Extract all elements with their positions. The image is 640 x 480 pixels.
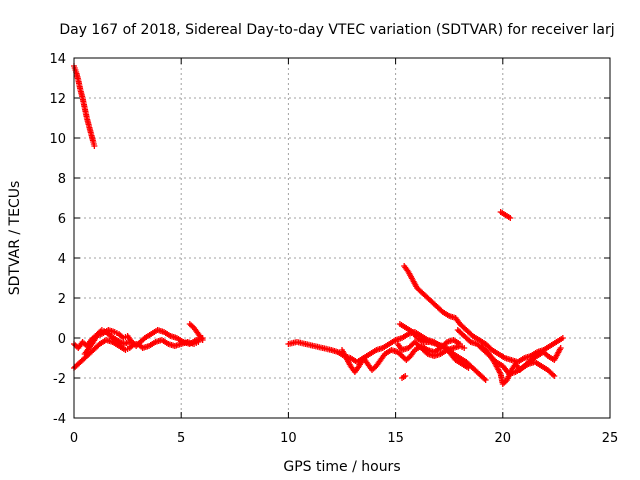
- data-point: [507, 215, 514, 221]
- data-point: [549, 371, 556, 378]
- y-tick-label: 14: [49, 52, 66, 67]
- data-point: [461, 345, 468, 351]
- x-tick-label: 25: [602, 431, 619, 446]
- y-tick-label: 0: [58, 332, 66, 347]
- axis-ticks: 0 5 10 15 20 25 -4 -2 0 2 4 6 8 10 12 14: [49, 52, 618, 446]
- x-tick-label: 15: [387, 431, 404, 446]
- data-point: [402, 373, 409, 379]
- y-tick-label: 4: [58, 252, 66, 267]
- y-tick-label: -2: [53, 372, 66, 387]
- data-point: [126, 339, 133, 345]
- data-point: [481, 375, 488, 382]
- y-tick-label: 8: [58, 172, 66, 187]
- data-point: [91, 143, 98, 149]
- x-tick-label: 5: [177, 431, 185, 446]
- chart-title: Day 167 of 2018, Sidereal Day-to-day VTE…: [59, 22, 614, 38]
- plot-frame: [73, 57, 611, 419]
- x-tick-label: 10: [280, 431, 297, 446]
- data-point: [465, 365, 472, 371]
- data-points: [71, 63, 566, 387]
- data-point: [195, 339, 202, 345]
- x-axis-label: GPS time / hours: [283, 459, 400, 475]
- x-tick-label: 0: [70, 431, 78, 446]
- y-tick-label: -4: [53, 412, 66, 427]
- data-point: [551, 373, 558, 379]
- grid-lines: [74, 58, 610, 418]
- y-axis-label: SDTVAR / TECUs: [7, 181, 23, 296]
- y-tick-label: 2: [58, 292, 66, 307]
- y-tick-label: 12: [49, 92, 66, 107]
- y-tick-label: 6: [58, 212, 66, 227]
- data-point: [482, 377, 489, 383]
- x-tick-label: 20: [495, 431, 512, 446]
- data-point: [199, 337, 206, 343]
- y-tick-label: 10: [49, 132, 66, 147]
- data-point: [559, 335, 566, 341]
- data-point: [557, 345, 564, 351]
